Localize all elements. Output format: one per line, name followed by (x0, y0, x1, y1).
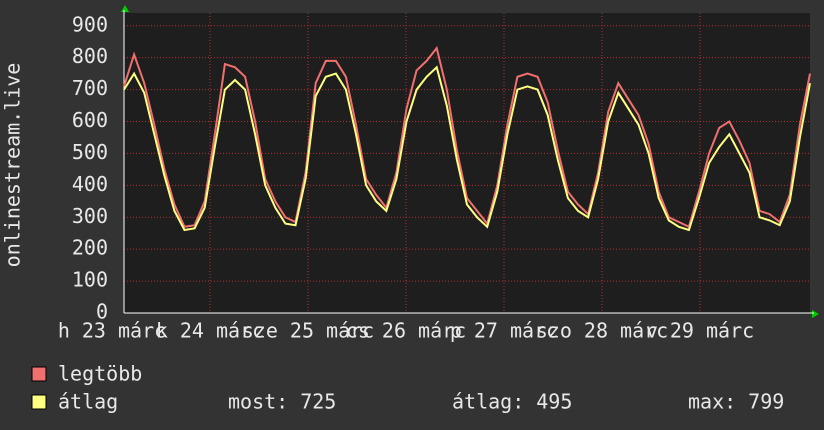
x-tick-label: szo 28 márc (536, 319, 668, 343)
stat-value: 495 (536, 390, 572, 414)
axis-arrow (121, 5, 129, 12)
x-tick-label: v 29 márc (646, 319, 754, 343)
stat-label: átlag: (452, 390, 524, 414)
x-tick-label: h 23 márc (58, 319, 166, 343)
y-tick-label: 900 (72, 12, 108, 36)
series-line (123, 45, 811, 229)
y-tick-label: 0 (96, 300, 108, 324)
y-tick-label: 500 (72, 140, 108, 164)
y-axis-label: onlinestream.live (1, 63, 25, 268)
x-tick-label: sze 25 márc (242, 319, 374, 343)
legend-swatch (31, 366, 47, 382)
stat-value: 725 (300, 390, 336, 414)
y-tick-label: 200 (72, 236, 108, 260)
legend-label: legtöbb (58, 362, 142, 386)
y-tick-label: 600 (72, 108, 108, 132)
y-tick-label: 400 (72, 172, 108, 196)
plot-area (124, 13, 810, 313)
x-tick-label: k 24 márc (156, 319, 264, 343)
y-tick-label: 800 (72, 44, 108, 68)
y-tick-label: 700 (72, 76, 108, 100)
series-line (123, 65, 811, 232)
axis-arrow (812, 310, 819, 318)
y-tick-label: 300 (72, 204, 108, 228)
x-tick-label: cs 26 márc (346, 319, 466, 343)
stat-label: max: (688, 390, 736, 414)
stat-value: 799 (748, 390, 784, 414)
legend-swatch (31, 394, 47, 410)
x-tick-label: p 27 márc (450, 319, 558, 343)
y-tick-label: 100 (72, 268, 108, 292)
legend-label: átlag (58, 390, 118, 414)
stat-label: most: (228, 390, 288, 414)
